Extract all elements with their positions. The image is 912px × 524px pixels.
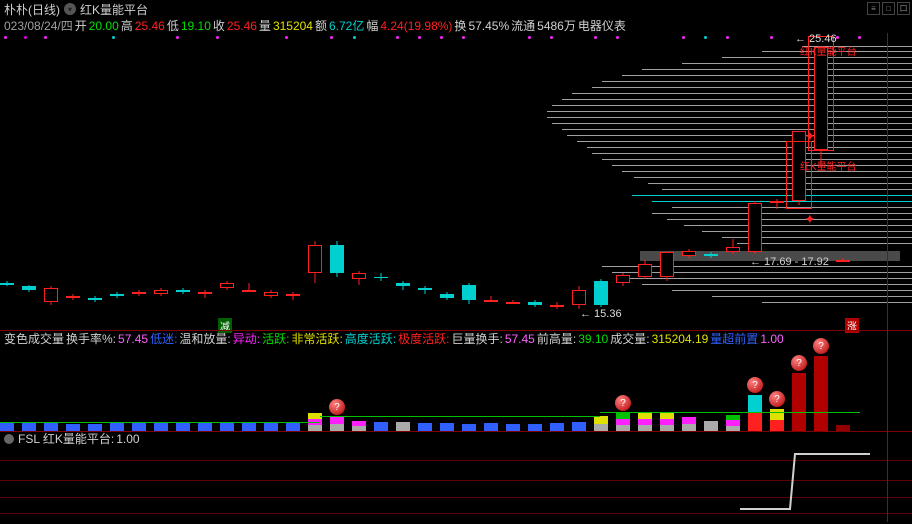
alert-ball-icon: ? <box>769 391 785 407</box>
industry: 电器仪表 <box>578 17 626 34</box>
alert-ball-icon: ? <box>747 377 763 393</box>
alert-ball-icon: ? <box>791 355 807 371</box>
amt-value: 6.72亿 <box>329 17 364 34</box>
fsl-chart[interactable] <box>0 445 912 522</box>
window-controls: ≡ □ 口 <box>867 2 910 15</box>
fsl-value: 1.00 <box>116 432 139 446</box>
chg-value: 4.24(19.98%) <box>380 19 452 33</box>
close-icon[interactable]: 口 <box>897 2 910 15</box>
right-scroll-strip[interactable] <box>887 33 912 522</box>
vol-value: 315204 <box>273 19 313 33</box>
low-value: 19.10 <box>181 19 211 33</box>
expand-icon[interactable]: ▾ <box>64 3 76 15</box>
dot-icon <box>4 434 14 444</box>
maximize-icon[interactable]: □ <box>882 2 895 15</box>
high-value: 25.46 <box>135 19 165 33</box>
ohlc-info-row: 023/08/24/四 开20.00 高25.46 低19.10 收25.46 … <box>0 18 912 33</box>
open-value: 20.00 <box>89 19 119 33</box>
alert-ball-icon: ? <box>615 395 631 411</box>
fsl-header: FSL 红K量能平台: 1.00 <box>0 431 912 445</box>
trade-date: 023/08/24/四 <box>4 17 73 34</box>
turn-value: 57.45% <box>468 19 509 33</box>
list-icon[interactable]: ≡ <box>867 2 880 15</box>
close-value: 25.46 <box>227 19 257 33</box>
alert-ball-icon: ? <box>813 338 829 354</box>
candlestick-chart[interactable]: ✦✦ ← 25.46← 17.69 - 17.92← 15.36红K量能平台红K… <box>0 33 884 330</box>
alert-ball-icon: ? <box>329 399 345 415</box>
indicator-legend: 变色成交量 换手率%:57.45 低迷: 温和放量: 异动: 活跃: 非常活跃:… <box>0 330 912 346</box>
chart-header: 朴朴(日线) ▾ 红K量能平台 <box>0 0 912 18</box>
platform-name: 红K量能平台 <box>80 1 148 18</box>
float-value: 5486万 <box>537 17 576 34</box>
stock-title: 朴朴(日线) <box>4 1 60 18</box>
volume-chart[interactable]: ?????? <box>0 346 884 431</box>
